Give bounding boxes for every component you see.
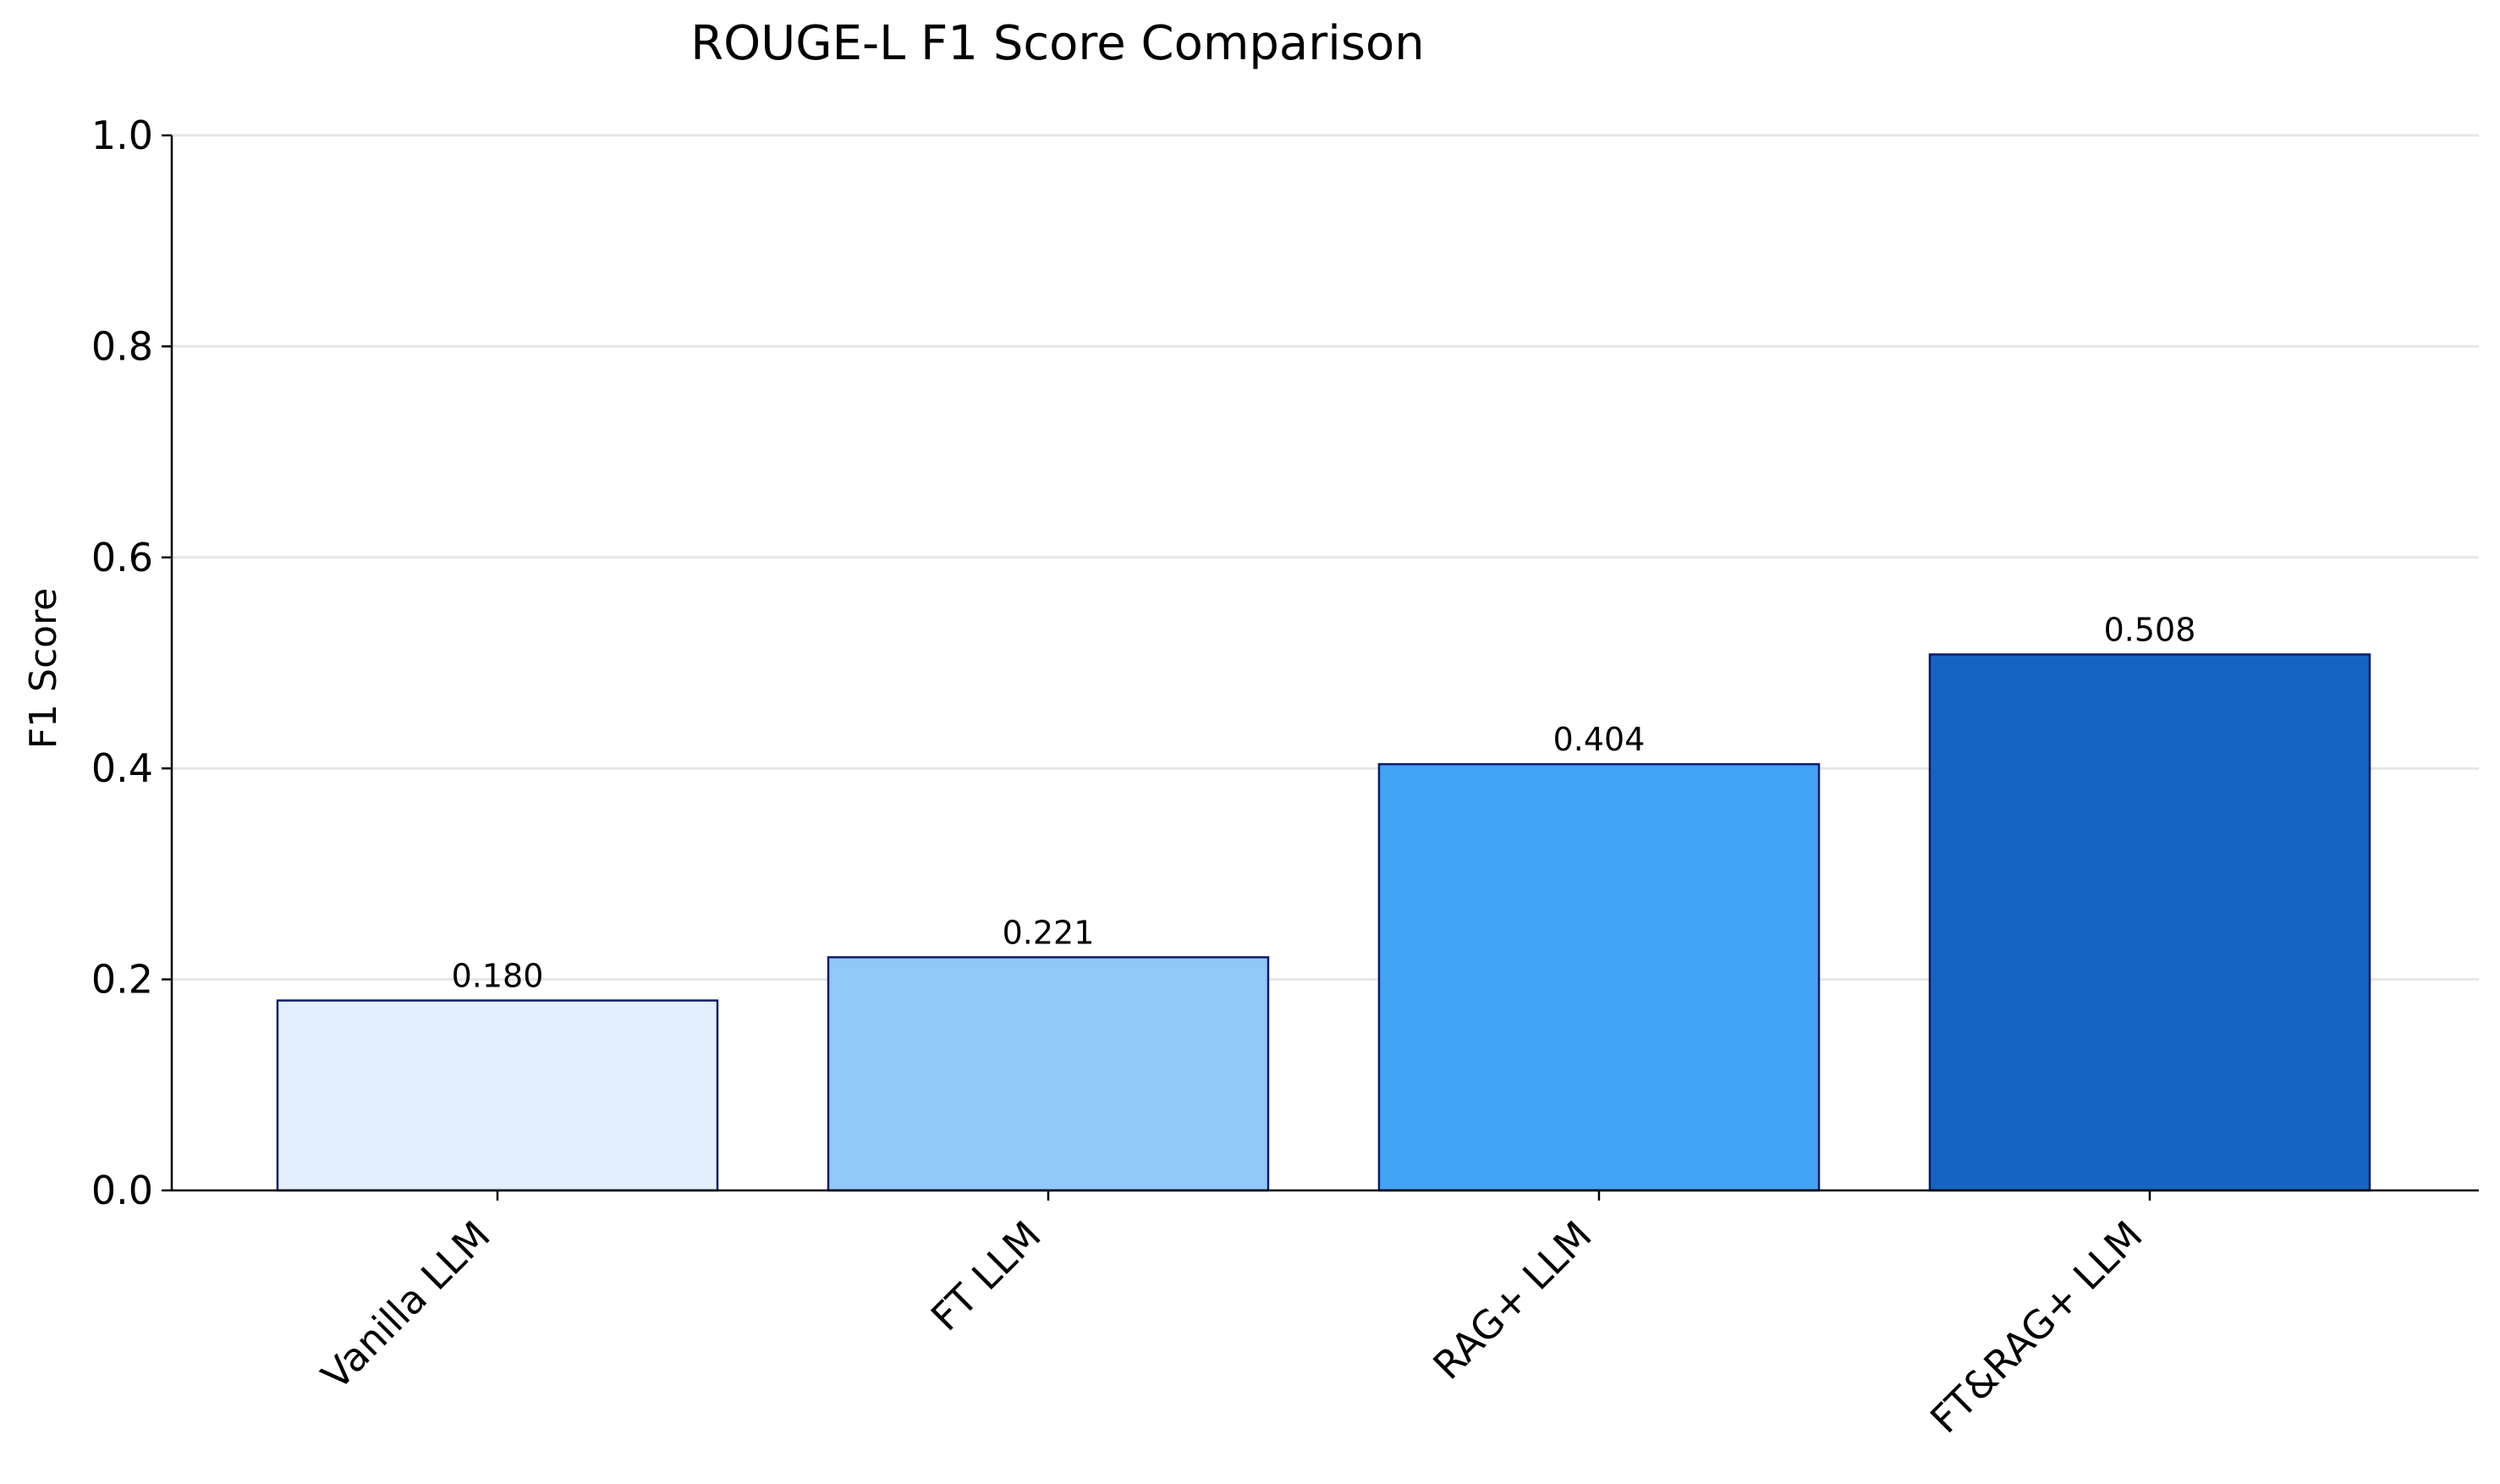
data-label-3: 0.508 (2104, 612, 2196, 649)
x-tick-label-0: Vanilla LLM (313, 1212, 499, 1399)
bar-2 (1377, 762, 1821, 1192)
y-tick-label-4: 0.8 (91, 323, 153, 369)
y-tick-label-3: 0.6 (91, 535, 153, 580)
x-tick-label-3: FT&RAG+ LLM (1921, 1212, 2151, 1443)
y-axis-label: F1 Score (22, 588, 65, 750)
x-tick-label-2: RAG+ LLM (1425, 1212, 1601, 1388)
y-tick-label-0: 0.0 (91, 1168, 153, 1213)
y-tick-label-5: 1.0 (91, 113, 153, 158)
chart-title: ROUGE-L F1 Score Comparison (690, 16, 1425, 71)
x-tick-label-1: FT LLM (922, 1212, 1050, 1340)
y-tick-label-1: 0.2 (91, 957, 153, 1003)
bar-3 (1928, 653, 2371, 1192)
labels: 0.0 0.2 0.4 0.6 0.8 1.0 0.180 Vanilla LLM 0.221 F… (91, 113, 2196, 1442)
bars (276, 653, 2371, 1192)
axes (162, 134, 2479, 1201)
data-label-2: 0.404 (1553, 721, 1646, 758)
y-tick-label-2: 0.4 (91, 745, 153, 791)
data-label-1: 0.221 (1003, 914, 1095, 951)
bar-1 (827, 956, 1270, 1192)
data-label-0: 0.180 (452, 958, 544, 995)
bar-0 (276, 999, 719, 1192)
